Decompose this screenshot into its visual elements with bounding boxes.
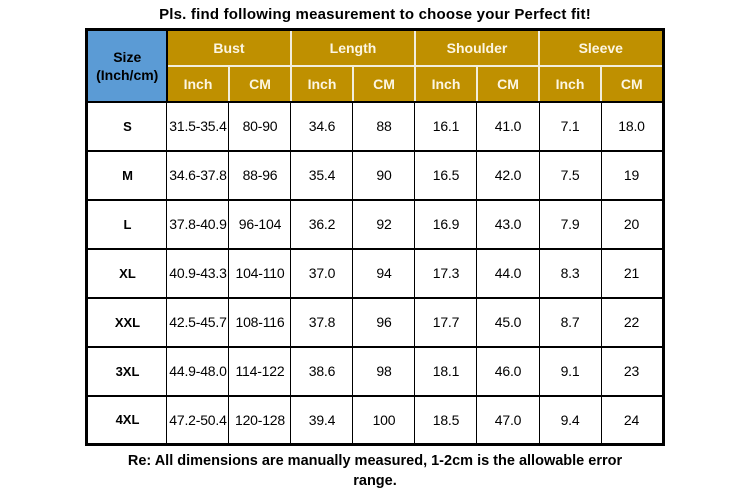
value-cell: 18.1 <box>414 345 478 397</box>
unit-header-bust-cm: CM <box>227 64 292 103</box>
value-cell: 94 <box>352 247 416 299</box>
value-cell: 90 <box>352 149 416 201</box>
size-cell: XL <box>86 247 168 299</box>
value-cell: 20 <box>600 198 664 250</box>
corner-header-line2: (Inch/cm) <box>96 66 159 83</box>
value-cell: 45.0 <box>476 296 540 348</box>
value-cell: 46.0 <box>476 345 540 397</box>
group-header-length: Length <box>289 28 416 67</box>
value-cell: 88-96 <box>228 149 292 201</box>
value-cell: 104-110 <box>228 247 292 299</box>
value-cell: 44.0 <box>476 247 540 299</box>
value-cell: 16.1 <box>414 100 478 152</box>
value-cell: 98 <box>352 345 416 397</box>
size-cell: XXL <box>86 296 168 348</box>
value-cell: 120-128 <box>228 394 292 446</box>
unit-header-length-cm: CM <box>351 64 416 103</box>
value-cell: 96 <box>352 296 416 348</box>
value-cell: 24 <box>600 394 664 446</box>
value-cell: 17.3 <box>414 247 478 299</box>
value-cell: 44.9-48.0 <box>166 345 230 397</box>
group-header-sleeve: Sleeve <box>538 28 664 67</box>
value-cell: 96-104 <box>228 198 292 250</box>
value-cell: 16.9 <box>414 198 478 250</box>
size-cell: S <box>86 100 168 152</box>
footnote: Re: All dimensions are manually measured… <box>127 453 623 489</box>
value-cell: 23 <box>600 345 664 397</box>
value-cell: 22 <box>600 296 664 348</box>
group-header-bust: Bust <box>165 28 292 67</box>
size-table: Size (Inch/cm) Bust Length Shoulder Slee… <box>85 28 665 446</box>
value-cell: 40.9-43.3 <box>166 247 230 299</box>
value-cell: 34.6 <box>290 100 354 152</box>
unit-header-shoulder-cm: CM <box>475 64 541 103</box>
value-cell: 8.7 <box>538 296 602 348</box>
corner-header-line1: Size <box>113 48 142 65</box>
value-cell: 43.0 <box>476 198 540 250</box>
value-cell: 92 <box>352 198 416 250</box>
value-cell: 34.6-37.8 <box>166 149 230 201</box>
table-row: L 37.8-40.9 96-104 36.2 92 16.9 43.0 7.9 20 <box>86 198 664 250</box>
value-cell: 17.7 <box>414 296 478 348</box>
value-cell: 42.5-45.7 <box>166 296 230 348</box>
unit-header-row: Inch CM Inch CM Inch CM Inch CM <box>87 64 664 103</box>
value-cell: 16.5 <box>414 149 478 201</box>
value-cell: 37.8-40.9 <box>166 198 230 250</box>
value-cell: 39.4 <box>290 394 354 446</box>
size-cell: 4XL <box>86 394 168 446</box>
size-cell: L <box>86 198 168 250</box>
unit-header-sleeve-cm: CM <box>600 64 664 103</box>
page-title: Pls. find following measurement to choos… <box>159 6 591 23</box>
unit-header-sleeve-inch: Inch <box>538 64 602 103</box>
value-cell: 7.5 <box>538 149 602 201</box>
size-cell: M <box>86 149 168 201</box>
value-cell: 47.0 <box>476 394 540 446</box>
value-cell: 38.6 <box>290 345 354 397</box>
value-cell: 31.5-35.4 <box>166 100 230 152</box>
unit-header-bust-inch: Inch <box>165 64 230 103</box>
table-row: XL 40.9-43.3 104-110 37.0 94 17.3 44.0 8.3 21 <box>86 247 664 299</box>
value-cell: 7.9 <box>538 198 602 250</box>
value-cell: 114-122 <box>228 345 292 397</box>
value-cell: 8.3 <box>538 247 602 299</box>
value-cell: 21 <box>600 247 664 299</box>
unit-header-length-inch: Inch <box>289 64 354 103</box>
value-cell: 47.2-50.4 <box>166 394 230 446</box>
table-row: M 34.6-37.8 88-96 35.4 90 16.5 42.0 7.5 19 <box>86 149 664 201</box>
value-cell: 88 <box>352 100 416 152</box>
value-cell: 36.2 <box>290 198 354 250</box>
value-cell: 42.0 <box>476 149 540 201</box>
value-cell: 9.4 <box>538 394 602 446</box>
table-row: 3XL 44.9-48.0 114-122 38.6 98 18.1 46.0 9.1 23 <box>86 345 664 397</box>
value-cell: 37.0 <box>290 247 354 299</box>
unit-header-shoulder-inch: Inch <box>413 64 478 103</box>
value-cell: 19 <box>600 149 664 201</box>
value-cell: 80-90 <box>228 100 292 152</box>
table-row: 4XL 47.2-50.4 120-128 39.4 100 18.5 47.0 9.4 24 <box>86 394 664 446</box>
value-cell: 37.8 <box>290 296 354 348</box>
table-row: XXL 42.5-45.7 108-116 37.8 96 17.7 45.0 8.7 22 <box>86 296 664 348</box>
group-header-shoulder: Shoulder <box>413 28 541 67</box>
table-row: S 31.5-35.4 80-90 34.6 88 16.1 41.0 7.1 18.0 <box>86 100 664 152</box>
value-cell: 35.4 <box>290 149 354 201</box>
group-header-row: Size (Inch/cm) Bust Length Shoulder Slee… <box>85 28 664 103</box>
corner-header-size: Size (Inch/cm) <box>85 28 168 103</box>
value-cell: 7.1 <box>538 100 602 152</box>
value-cell: 41.0 <box>476 100 540 152</box>
size-cell: 3XL <box>86 345 168 397</box>
value-cell: 108-116 <box>228 296 292 348</box>
value-cell: 9.1 <box>538 345 602 397</box>
value-cell: 18.5 <box>414 394 478 446</box>
value-cell: 100 <box>352 394 416 446</box>
value-cell: 18.0 <box>600 100 664 152</box>
